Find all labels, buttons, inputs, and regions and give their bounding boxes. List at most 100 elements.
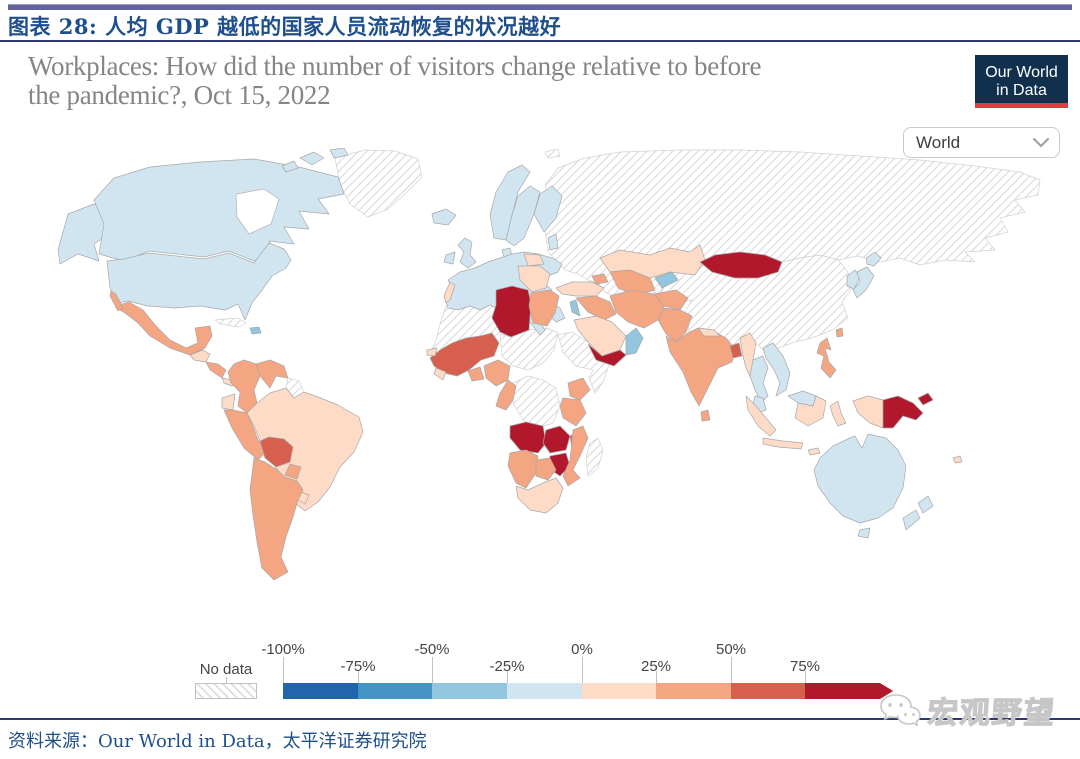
country-iceland[interactable] [431,208,457,226]
country-angola[interactable] [509,421,547,454]
country-bolivia[interactable] [259,436,294,468]
country-mexico-baja[interactable] [109,290,124,312]
country-central-europe[interactable] [517,265,551,293]
country-indonesia-sumatra[interactable] [745,395,777,437]
country-paraguay[interactable] [284,463,302,480]
country-new-zealand-south[interactable] [902,509,921,531]
country-portugal[interactable] [443,281,456,304]
country-egypt[interactable] [528,289,560,327]
country-poland[interactable] [523,253,545,267]
country-cuba[interactable] [214,317,247,328]
country-caucasus[interactable] [591,273,609,285]
country-kenya[interactable] [567,377,591,401]
country-baltics[interactable] [547,233,559,251]
country-israel-jordan[interactable] [569,299,581,317]
country-indonesia-java[interactable] [762,437,804,450]
country-alaska[interactable] [57,203,113,265]
country-indonesia-borneo[interactable] [794,395,827,427]
country-honduras-nicaragua[interactable] [205,361,227,379]
country-thailand[interactable] [749,355,769,404]
legend-segment [432,683,507,699]
legend-tick [507,671,508,683]
world-map[interactable] [35,148,1045,632]
country-mozambique[interactable] [562,425,589,487]
country-arctic-islands[interactable] [281,148,349,173]
country-new-zealand-north[interactable] [917,495,934,514]
country-sweden[interactable] [505,185,541,247]
country-ireland[interactable] [443,251,456,265]
legend-tick [432,657,433,683]
legend-tick-label: -50% [414,641,450,658]
wechat-icon [880,694,921,727]
country-united-states[interactable] [106,242,292,321]
country-new-britain[interactable] [917,392,934,406]
country-tasmania[interactable] [857,527,871,539]
country-guatemala-belize[interactable] [189,349,211,363]
legend-segment [730,683,806,699]
country-mongolia[interactable] [699,251,783,279]
legend-color-scale[interactable] [283,683,880,699]
country-oman[interactable] [625,327,644,356]
country-west-africa[interactable] [429,332,500,377]
legend-no-data-swatch [195,683,257,699]
country-namibia[interactable] [507,449,539,489]
country-uzbekistan-turkmenistan[interactable] [609,269,656,296]
region-dropdown[interactable]: World [903,127,1060,158]
country-south-africa[interactable] [515,477,564,514]
country-papua-new-guinea[interactable] [882,395,924,429]
country-madagascar[interactable] [585,437,604,477]
country-cameroon-congo[interactable] [495,379,517,411]
legend-no-data-tick [226,677,227,683]
country-australia[interactable] [813,433,907,524]
country-ghana-benin[interactable] [467,366,485,382]
country-tanzania[interactable] [559,397,587,427]
country-finland[interactable] [533,185,563,233]
country-indonesia-sulawesi[interactable] [829,400,847,427]
country-mexico[interactable] [110,290,213,356]
country-bangladesh[interactable] [729,342,743,359]
country-vietnam-laos[interactable] [762,342,791,397]
country-ecuador[interactable] [221,393,236,411]
country-libya[interactable] [491,285,532,338]
report-title: 图表 28: 人均 GDP 越低的国家人员流动恢复的状况越好 [8,14,562,39]
owid-logo: Our World in Data [975,55,1068,108]
legend-segment [283,683,358,699]
country-syria-iraq[interactable] [575,295,617,321]
country-senegal[interactable] [426,347,438,357]
watermark-text: 宏观野望 [926,695,1058,731]
country-taiwan[interactable] [835,327,844,338]
country-philippines[interactable] [816,337,837,379]
country-afghanistan[interactable] [653,289,689,311]
country-hispaniola[interactable] [249,326,262,335]
legend-tick-label: -75% [340,658,376,675]
country-venezuela[interactable] [255,359,289,389]
country-south-korea[interactable] [846,269,861,290]
country-greenland[interactable] [334,149,423,218]
country-guinea-coast[interactable] [433,367,447,381]
country-kyrgyzstan-tajikistan[interactable] [654,271,679,289]
country-canada[interactable] [93,158,345,262]
country-sri-lanka[interactable] [700,409,711,422]
country-india[interactable] [665,327,737,407]
country-peru[interactable] [223,409,267,461]
legend-segment [805,683,880,699]
country-zambia[interactable] [542,425,571,454]
country-indonesia-west-papua[interactable] [852,395,884,429]
country-indonesia-lesser-sunda[interactable] [807,447,821,456]
country-nepal[interactable] [697,327,721,337]
country-nigeria[interactable] [483,359,511,387]
country-fiji[interactable] [952,455,963,464]
country-colombia[interactable] [227,359,261,414]
country-turkey[interactable] [555,281,605,297]
country-united-kingdom[interactable] [457,237,477,269]
country-japan-honshu[interactable] [852,266,875,299]
country-botswana[interactable] [535,457,557,481]
owid-logo-line1: Our World [985,63,1058,81]
country-japan-hokkaido[interactable] [865,251,882,267]
country-svalbard[interactable] [544,148,561,159]
country-pakistan[interactable] [657,307,693,343]
legend-tick [731,657,732,683]
country-dr-congo[interactable] [512,375,561,429]
legend-tick-label: 75% [789,658,821,675]
country-argentina-chile[interactable] [249,457,304,581]
